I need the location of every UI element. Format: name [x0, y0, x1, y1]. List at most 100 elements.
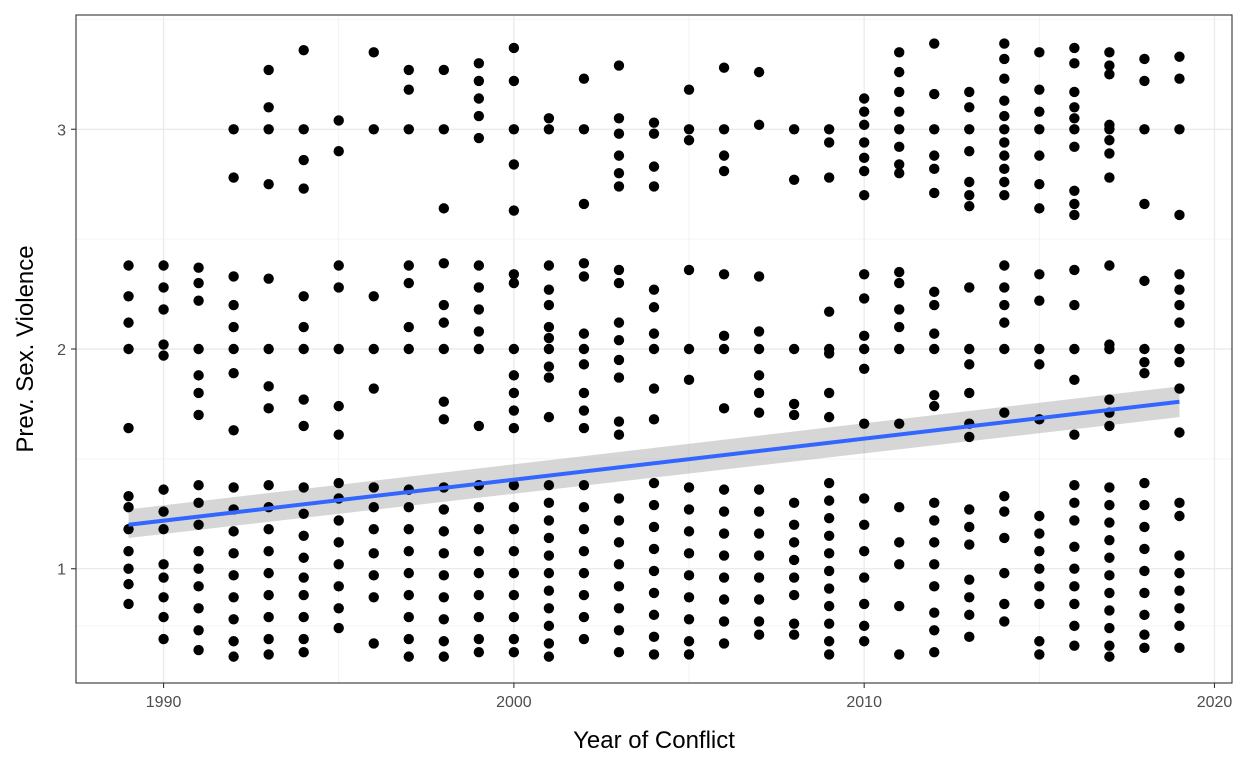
data-point	[894, 600, 905, 612]
data-point	[1034, 545, 1045, 557]
data-point	[718, 594, 730, 605]
data-point	[123, 563, 134, 574]
data-point	[193, 581, 204, 592]
data-point	[823, 495, 835, 506]
data-point	[613, 150, 625, 161]
data-point	[753, 528, 765, 539]
x-axis-title: Year of Conflict	[573, 727, 735, 754]
data-point	[543, 411, 555, 423]
data-point	[1104, 651, 1115, 662]
data-point	[1139, 75, 1150, 87]
data-points	[123, 38, 1185, 662]
data-point	[158, 611, 169, 623]
data-point	[964, 343, 975, 355]
data-point	[929, 497, 940, 509]
data-point	[263, 403, 274, 414]
data-point	[1174, 209, 1185, 221]
data-point	[1139, 543, 1150, 555]
data-point	[823, 306, 835, 317]
data-point	[1174, 567, 1185, 579]
data-point	[473, 502, 485, 513]
data-point	[158, 633, 169, 645]
data-point	[964, 539, 975, 550]
data-point	[999, 317, 1010, 328]
data-point	[403, 321, 414, 333]
data-point	[438, 64, 450, 76]
data-point	[298, 508, 309, 520]
data-point	[718, 572, 730, 583]
data-point	[228, 482, 239, 493]
data-point	[228, 526, 239, 537]
data-point	[333, 429, 344, 440]
data-point	[1034, 636, 1045, 647]
data-point	[578, 73, 590, 84]
data-point	[1069, 42, 1080, 54]
data-point	[683, 636, 695, 647]
data-point	[1069, 58, 1080, 69]
data-point	[368, 592, 379, 603]
data-point	[368, 502, 379, 513]
data-point	[613, 277, 625, 289]
data-point	[333, 515, 344, 526]
data-point	[999, 38, 1010, 49]
data-point	[823, 477, 835, 489]
data-point	[788, 519, 800, 530]
data-point	[333, 603, 344, 614]
data-point	[123, 422, 134, 434]
data-point	[438, 592, 450, 603]
data-point	[123, 578, 134, 590]
data-point	[228, 614, 239, 625]
data-point	[929, 581, 940, 592]
data-point	[648, 328, 660, 339]
data-point	[858, 119, 870, 131]
data-point	[193, 409, 204, 421]
data-point	[964, 631, 975, 643]
data-point	[438, 396, 450, 407]
data-point	[894, 106, 905, 117]
data-point	[438, 614, 450, 625]
data-point	[858, 343, 870, 355]
data-point	[683, 504, 695, 515]
data-point	[298, 552, 309, 563]
data-point	[1104, 47, 1115, 58]
data-point	[753, 387, 765, 399]
data-point	[929, 88, 940, 100]
data-point	[158, 282, 169, 293]
data-point	[823, 548, 835, 559]
data-point	[578, 124, 590, 135]
data-point	[753, 506, 765, 517]
data-point	[228, 570, 239, 581]
data-point	[964, 387, 975, 399]
data-point	[858, 137, 870, 148]
data-point	[578, 258, 590, 269]
data-point	[999, 124, 1010, 135]
data-point	[788, 589, 800, 601]
data-point	[999, 491, 1010, 502]
data-point	[1034, 528, 1045, 539]
data-point	[368, 291, 379, 302]
data-point	[298, 343, 309, 355]
data-point	[1069, 620, 1080, 632]
data-point	[683, 374, 695, 385]
data-point	[1174, 427, 1185, 438]
data-point	[298, 647, 309, 658]
data-point	[1104, 135, 1115, 146]
data-point	[1069, 113, 1080, 124]
data-point	[1104, 534, 1115, 546]
data-point	[403, 124, 414, 135]
data-point	[999, 567, 1010, 579]
y-axis-ticks: 1 2 3	[57, 122, 76, 579]
data-point	[683, 614, 695, 625]
data-point	[438, 299, 450, 311]
data-point	[508, 124, 520, 135]
data-point	[718, 124, 730, 135]
data-point	[613, 559, 625, 570]
data-point	[438, 636, 450, 647]
data-point	[298, 420, 309, 432]
data-point	[823, 124, 835, 135]
data-point	[999, 407, 1010, 418]
data-point	[298, 321, 309, 333]
data-point	[1174, 620, 1185, 632]
data-point	[1034, 203, 1045, 214]
data-point	[403, 502, 414, 513]
